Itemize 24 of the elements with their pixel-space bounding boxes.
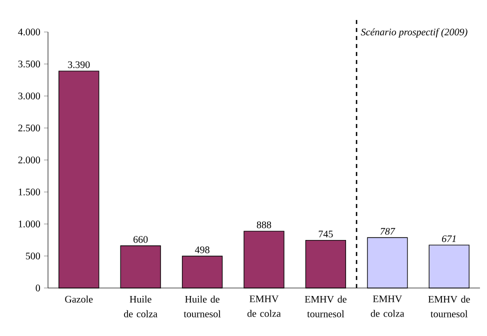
- x-tick-label: EMHV de tournesol: [304, 296, 346, 318]
- y-tick-label: 4.000: [18, 28, 40, 36]
- data-label: 888: [256, 221, 272, 228]
- data-label: 498: [194, 246, 210, 254]
- data-label: 745: [318, 230, 333, 238]
- x-tick-label: EMHV de tournesol: [428, 296, 470, 318]
- x-tick-label: Gazole: [65, 296, 93, 303]
- data-label: 671: [442, 235, 456, 242]
- x-tick-label: EMHV de colza: [370, 296, 404, 317]
- data-label: 3.390: [68, 61, 90, 68]
- y-tick-label: 1.500: [18, 188, 40, 196]
- x-tick-label: Huile de tournesol: [184, 296, 221, 318]
- y-tick-label: 2.500: [18, 124, 40, 132]
- x-tick-label: EMHV de colza: [247, 296, 281, 317]
- data-label: 787: [380, 228, 396, 235]
- y-tick-label: 0: [36, 284, 40, 292]
- data-label: 660: [134, 236, 148, 243]
- y-tick-label: 1.000: [18, 220, 40, 228]
- x-tick-label: Huile de colza: [124, 296, 158, 318]
- y-tick-label: 3.000: [18, 92, 40, 100]
- annotation: Scénario prospectif (2009): [360, 28, 468, 38]
- y-tick-label: 500: [26, 252, 40, 260]
- y-tick-label: 3.500: [18, 60, 40, 68]
- y-tick-label: 2.000: [18, 156, 40, 164]
